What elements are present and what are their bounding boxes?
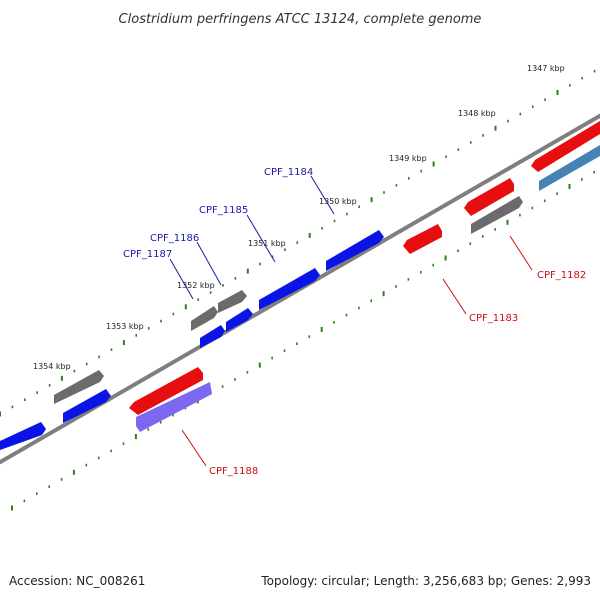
kbp-label-1348: 1348 kbp xyxy=(458,109,496,118)
gene-arrow[interactable] xyxy=(531,121,600,172)
gene-label-cpf-1182[interactable]: CPF_1182 xyxy=(537,270,586,281)
kbp-label-1349: 1349 kbp xyxy=(389,154,427,163)
gene-arrow[interactable] xyxy=(63,389,111,423)
gene-arrow[interactable] xyxy=(326,230,384,271)
gene-label-cpf-1186[interactable]: CPF_1186 xyxy=(150,233,199,244)
kbp-label-1351: 1351 kbp xyxy=(248,239,286,248)
gene-label-cpf-1185[interactable]: CPF_1185 xyxy=(199,205,248,216)
gene-arrows-reverse xyxy=(129,121,600,432)
kbp-label-1347: 1347 kbp xyxy=(527,64,565,73)
gene-arrow[interactable] xyxy=(471,196,523,234)
kbp-label-1354: 1354 kbp xyxy=(33,362,71,371)
kbp-label-1350: 1350 kbp xyxy=(319,197,357,206)
gene-arrows xyxy=(0,145,600,450)
gene-arrow[interactable] xyxy=(226,308,253,332)
gene-label-cpf-1187[interactable]: CPF_1187 xyxy=(123,249,172,260)
gene-arrow[interactable] xyxy=(200,325,225,348)
map-title: Clostridium perfringens ATCC 13124, comp… xyxy=(119,12,482,27)
gene-arrow[interactable] xyxy=(259,268,320,310)
gene-arrow[interactable] xyxy=(0,422,46,450)
gene-arrow[interactable] xyxy=(403,224,442,254)
lower-tick-row xyxy=(11,170,596,511)
gene-label-cpf-1183[interactable]: CPF_1183 xyxy=(469,313,518,324)
gene-arrow[interactable] xyxy=(191,306,218,331)
gene-arrow[interactable] xyxy=(218,290,247,313)
upper-tick-row xyxy=(0,69,596,417)
accession-text: Accession: NC_008261 xyxy=(9,574,145,588)
gene-arrow[interactable] xyxy=(54,370,104,404)
kbp-label-1352: 1352 kbp xyxy=(177,281,215,290)
gene-arrow[interactable] xyxy=(539,145,600,191)
leader-lines xyxy=(169,175,533,467)
kbp-label-1353: 1353 kbp xyxy=(106,322,144,331)
gene-label-cpf-1188[interactable]: CPF_1188 xyxy=(209,466,258,477)
gene-arrow[interactable] xyxy=(136,382,212,432)
genome-summary-text: Topology: circular; Length: 3,256,683 bp… xyxy=(260,574,591,588)
gene-arrow[interactable] xyxy=(464,178,514,216)
gene-label-cpf-1184[interactable]: CPF_1184 xyxy=(264,167,313,178)
gene-arrow[interactable] xyxy=(129,367,203,415)
genome-backbone xyxy=(0,113,600,465)
